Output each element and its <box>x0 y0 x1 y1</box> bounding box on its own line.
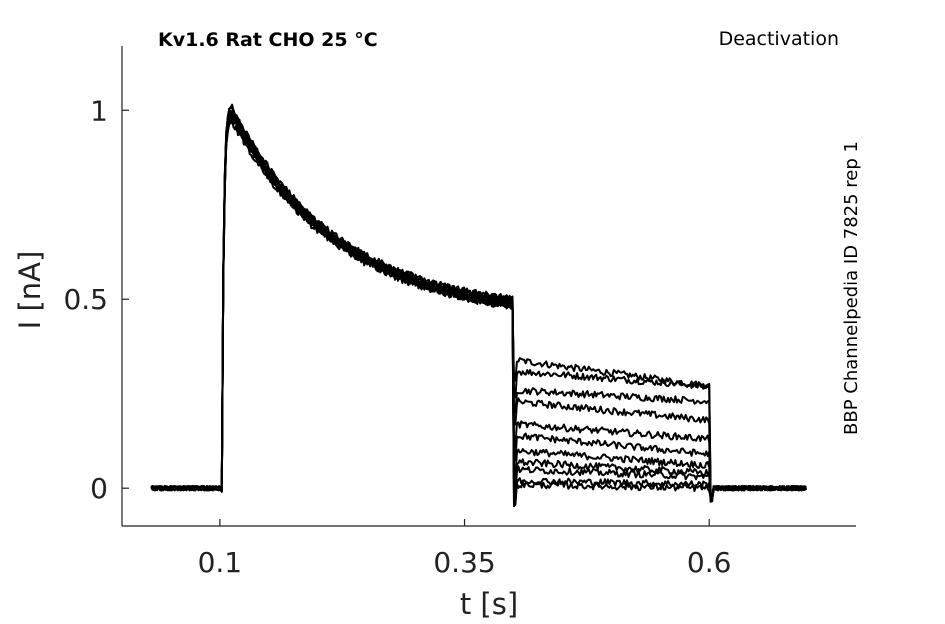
y-ticks: 00.51 <box>63 94 129 505</box>
current-trace-11 <box>150 118 807 508</box>
x-axis-label: t [s] <box>460 587 518 621</box>
y-tick-label: 0.5 <box>63 283 108 316</box>
current-trace-5 <box>150 112 807 502</box>
y-axis-label: I [nA] <box>13 251 47 330</box>
current-trace-6 <box>150 110 807 503</box>
current-traces <box>150 103 808 508</box>
chart-title: Kv1.6 Rat CHO 25 °C <box>158 29 378 51</box>
current-trace-1 <box>150 103 807 502</box>
side-label: BBP Channelpedia ID 7825 rep 1 <box>841 141 862 435</box>
current-trace-9 <box>150 114 807 502</box>
current-trace-2 <box>150 109 807 502</box>
current-trace-10 <box>150 118 807 506</box>
y-tick-label: 0 <box>90 472 108 505</box>
current-trace-7 <box>150 114 807 502</box>
protocol-label: Deactivation <box>719 28 839 50</box>
x-tick-label: 0.1 <box>198 546 243 579</box>
x-ticks: 0.1 0.35 0.6 <box>198 519 732 579</box>
y-tick-label: 1 <box>90 94 108 127</box>
current-trace-3 <box>151 107 808 503</box>
x-tick-label: 0.35 <box>433 546 495 579</box>
x-tick-label: 0.6 <box>687 546 732 579</box>
current-trace-8 <box>150 113 807 503</box>
